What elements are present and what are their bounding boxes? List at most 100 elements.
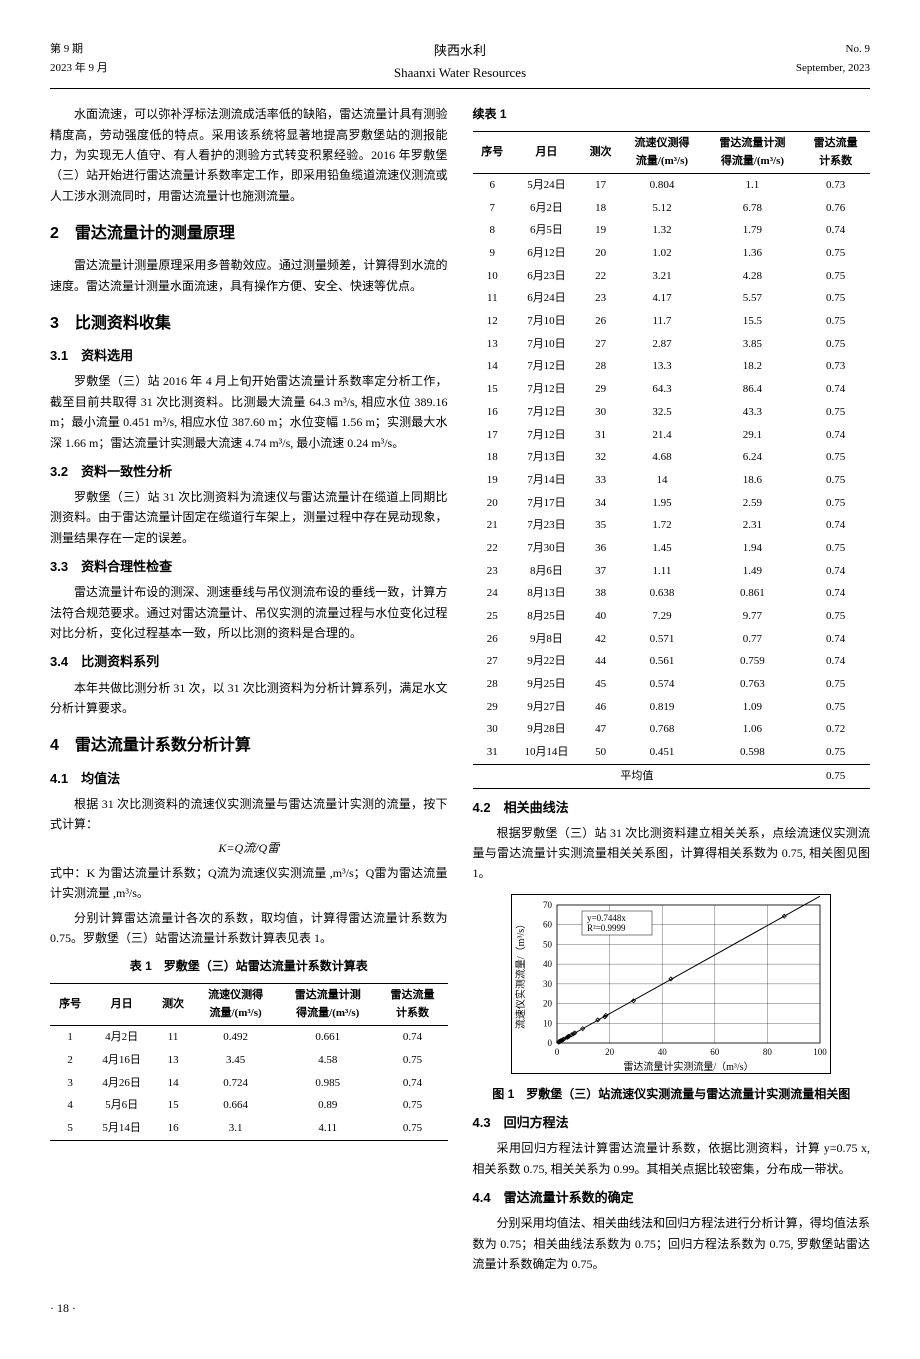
right-column: 续表 1 序号 月日 测次 流速仪测得流量/(m³/s) 雷达流量计测得流量/(… — [473, 104, 871, 1278]
th-seq: 序号 — [50, 983, 90, 1025]
section-33-title: 3.3 资料合理性检查 — [50, 556, 448, 578]
page-number: · 18 · — [50, 1298, 870, 1318]
th-date: 月日 — [512, 131, 581, 173]
section-34-body: 本年共做比测分析 31 次，以 31 次比测资料为分析计算系列，满足水文分析计算… — [50, 678, 448, 719]
table-row: 45月6日150.6640.890.75 — [50, 1094, 448, 1117]
table-row: 187月13日324.686.240.75 — [473, 446, 871, 469]
th-coef: 雷达流量计系数 — [801, 131, 870, 173]
th-radar: 雷达流量计测得流量/(m³/s) — [278, 983, 378, 1025]
left-column: 水面流速，可以弥补浮标法测流成活率低的缺陷，雷达流量计具有测验精度高，劳动强度低… — [50, 104, 448, 1278]
page-header: 第 9 期 2023 年 9 月 陕西水利 Shaanxi Water Reso… — [50, 40, 870, 89]
table-row: 65月24日170.8041.10.73 — [473, 173, 871, 196]
svg-text:80: 80 — [763, 1047, 773, 1057]
section-2-body: 雷达流量计测量原理采用多普勒效应。通过测量频差，计算得到水流的速度。雷达流量计测… — [50, 255, 448, 296]
svg-text:流速仪实测流量/（m³/s）: 流速仪实测流量/（m³/s） — [514, 919, 527, 1029]
svg-text:0: 0 — [555, 1047, 560, 1057]
formula-k: K=Q流/Q雷 — [50, 838, 448, 858]
table-row: 309月28日470.7681.060.72 — [473, 718, 871, 741]
section-41-body1: 根据 31 次比测资料的流速仪实测流量与雷达流量计实测的流量，按下式计算： — [50, 794, 448, 835]
table-row: 258月25日407.299.770.75 — [473, 605, 871, 628]
table-row: 76月2日185.126.780.76 — [473, 197, 871, 220]
th-run: 测次 — [581, 131, 621, 173]
section-31-body: 罗敷堡（三）站 2016 年 4 月上旬开始雷达流量计系数率定分析工作，截至目前… — [50, 371, 448, 453]
svg-text:10: 10 — [543, 1018, 553, 1028]
table-row: 96月12日201.021.360.75 — [473, 242, 871, 265]
svg-text:40: 40 — [658, 1047, 668, 1057]
journal-en: Shaanxi Water Resources — [323, 62, 596, 84]
scatter-plot: 020406080100010203040506070y=0.7448xR²=0… — [512, 895, 830, 1073]
section-4-title: 4 雷达流量计系数分析计算 — [50, 732, 448, 759]
figure-1-caption: 图 1 罗敷堡（三）站流速仪实测流量与雷达流量计实测流量相关图 — [473, 1084, 871, 1104]
table-row: 299月27日460.8191.090.75 — [473, 696, 871, 719]
journal-cn: 陕西水利 — [323, 40, 596, 62]
table-row: 147月12日2813.318.20.73 — [473, 355, 871, 378]
section-41-body3: 分别计算雷达流量计各次的系数，取均值，计算得雷达流量计系数为 0.75。罗敷堡（… — [50, 908, 448, 949]
table-row: 238月6日371.111.490.74 — [473, 560, 871, 583]
table-row: 269月8日420.5710.770.74 — [473, 628, 871, 651]
section-42-title: 4.2 相关曲线法 — [473, 797, 871, 819]
table-row: 227月30日361.451.940.75 — [473, 537, 871, 560]
th-meter: 流速仪测得流量/(m³/s) — [193, 983, 278, 1025]
svg-text:100: 100 — [814, 1047, 828, 1057]
table-row: 197月14日331418.60.75 — [473, 469, 871, 492]
svg-text:70: 70 — [543, 900, 553, 910]
th-seq: 序号 — [473, 131, 513, 173]
table-row: 86月5日191.321.790.74 — [473, 219, 871, 242]
svg-text:60: 60 — [711, 1047, 721, 1057]
table-row: 177月12日3121.429.10.74 — [473, 424, 871, 447]
figure-1-chart: 020406080100010203040506070y=0.7448xR²=0… — [511, 894, 831, 1074]
table-row: 34月26日140.7240.9850.74 — [50, 1072, 448, 1095]
table1: 序号 月日 测次 流速仪测得流量/(m³/s) 雷达流量计测得流量/(m³/s)… — [50, 983, 448, 1141]
svg-text:y=0.7448x: y=0.7448x — [587, 913, 626, 923]
th-run: 测次 — [153, 983, 193, 1025]
table-row: 217月23日351.722.310.74 — [473, 514, 871, 537]
svg-text:20: 20 — [605, 1047, 615, 1057]
table-row: 207月17日341.952.590.75 — [473, 492, 871, 515]
section-33-body: 雷达流量计布设的测深、测速垂线与吊仪测流布设的垂线一致，计算方法符合规范要求。通… — [50, 582, 448, 643]
section-2-title: 2 雷达流量计的测量原理 — [50, 220, 448, 247]
svg-text:60: 60 — [543, 919, 553, 929]
table-row: 279月22日440.5610.7590.74 — [473, 650, 871, 673]
svg-text:30: 30 — [543, 979, 553, 989]
issue-en: No. 9 — [597, 40, 870, 59]
section-41-title: 4.1 均值法 — [50, 768, 448, 790]
section-3-title: 3 比测资料收集 — [50, 310, 448, 337]
table-row: 55月14日163.14.110.75 — [50, 1117, 448, 1140]
table-row: 14月2日110.4920.6610.74 — [50, 1026, 448, 1049]
section-44-title: 4.4 雷达流量计系数的确定 — [473, 1187, 871, 1209]
section-43-body: 采用回归方程法计算雷达流量计系数，依据比测资料，计算 y=0.75 x, 相关系… — [473, 1138, 871, 1179]
date-en: September, 2023 — [597, 59, 870, 78]
section-32-title: 3.2 资料一致性分析 — [50, 461, 448, 483]
intro-text: 水面流速，可以弥补浮标法测流成活率低的缺陷，雷达流量计具有测验精度高，劳动强度低… — [50, 104, 448, 206]
svg-text:50: 50 — [543, 939, 553, 949]
th-radar: 雷达流量计测得流量/(m³/s) — [704, 131, 802, 173]
section-44-body: 分别采用均值法、相关曲线法和回归方程法进行分析计算，得均值法系数为 0.75；相… — [473, 1213, 871, 1274]
table-row: 289月25日450.5740.7630.75 — [473, 673, 871, 696]
table1-cont-label: 续表 1 — [473, 104, 871, 124]
date-cn: 2023 年 9 月 — [50, 59, 323, 78]
table-row: 248月13日380.6380.8610.74 — [473, 582, 871, 605]
table-row: 3110月14日500.4510.5980.75 — [473, 741, 871, 764]
issue-cn: 第 9 期 — [50, 40, 323, 59]
table-row: 137月10日272.873.850.75 — [473, 333, 871, 356]
section-34-title: 3.4 比测资料系列 — [50, 651, 448, 673]
svg-text:雷达流量计实测流量/（m³/s）: 雷达流量计实测流量/（m³/s） — [624, 1060, 754, 1073]
section-42-body: 根据罗敷堡（三）站 31 次比测资料建立相关关系，点绘流速仪实测流量与雷达流量计… — [473, 823, 871, 884]
svg-text:40: 40 — [543, 959, 553, 969]
table-row: 157月12日2964.386.40.74 — [473, 378, 871, 401]
svg-text:R²=0.9999: R²=0.9999 — [587, 923, 626, 933]
section-32-body: 罗敷堡（三）站 31 次比测资料为流速仪与雷达流量计在缆道上同期比测资料。由于雷… — [50, 487, 448, 548]
svg-text:20: 20 — [543, 998, 553, 1008]
table1-cont: 序号 月日 测次 流速仪测得流量/(m³/s) 雷达流量计测得流量/(m³/s)… — [473, 131, 871, 789]
table-row: 116月24日234.175.570.75 — [473, 287, 871, 310]
th-date: 月日 — [90, 983, 153, 1025]
table-row: 106月23日223.214.280.75 — [473, 265, 871, 288]
th-coef: 雷达流量计系数 — [378, 983, 448, 1025]
table1-title: 表 1 罗敷堡（三）站雷达流量计系数计算表 — [50, 956, 448, 976]
table-avg-row: 平均值0.75 — [473, 764, 871, 788]
th-meter: 流速仪测得流量/(m³/s) — [620, 131, 703, 173]
section-43-title: 4.3 回归方程法 — [473, 1112, 871, 1134]
table-row: 127月10日2611.715.50.75 — [473, 310, 871, 333]
table-row: 24月16日133.454.580.75 — [50, 1049, 448, 1072]
section-31-title: 3.1 资料选用 — [50, 345, 448, 367]
